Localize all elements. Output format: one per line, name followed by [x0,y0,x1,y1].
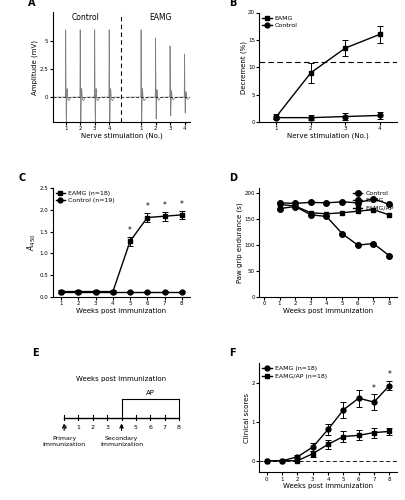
X-axis label: Weeks post immunization: Weeks post immunization [283,483,373,489]
Y-axis label: Amplitude (mV): Amplitude (mV) [32,40,38,95]
Text: F: F [229,348,236,358]
Text: 3: 3 [105,424,109,430]
Text: A: A [28,0,35,8]
Text: *: * [180,200,184,209]
Legend: EAMG, Control: EAMG, Control [262,16,298,28]
Text: *: * [162,201,166,210]
X-axis label: Weeks post immunization: Weeks post immunization [77,308,166,314]
Text: 0: 0 [62,424,66,430]
Y-axis label: $A_{450}$: $A_{450}$ [26,234,38,252]
Text: Weeks post immunization: Weeks post immunization [77,376,166,382]
Text: 5: 5 [134,424,138,430]
Text: Primary
Immunization: Primary Immunization [43,436,86,447]
Text: Secondary
Immunization: Secondary Immunization [100,436,143,447]
Text: C: C [18,173,26,183]
Text: AP: AP [146,390,155,396]
Text: B: B [229,0,236,8]
Text: EAMG: EAMG [149,14,172,22]
Text: 7: 7 [162,424,166,430]
Text: *: * [128,226,132,235]
Text: *: * [372,384,376,392]
Y-axis label: Paw grip endurance (s): Paw grip endurance (s) [237,202,243,283]
X-axis label: Weeks post immunization: Weeks post immunization [283,308,373,314]
Text: 4: 4 [119,424,124,430]
Text: *: * [145,202,149,211]
Text: *: * [387,370,391,380]
Text: 8: 8 [177,424,181,430]
Text: Control: Control [71,14,99,22]
Legend: Control, EAMG, EAMG/AP: Control, EAMG, EAMG/AP [353,191,394,210]
Y-axis label: Decrement (%): Decrement (%) [240,41,247,94]
X-axis label: Nerve stimulation (No.): Nerve stimulation (No.) [81,132,162,139]
Legend: EAMG (n=18), Control (n=19): EAMG (n=18), Control (n=19) [56,191,115,203]
Y-axis label: Clinical scores: Clinical scores [244,392,250,442]
Text: E: E [32,348,38,358]
Text: 2: 2 [91,424,95,430]
X-axis label: Nerve stimulation (No.): Nerve stimulation (No.) [287,132,369,139]
Legend: EAMG (n=18), EAMG/AP (n=18): EAMG (n=18), EAMG/AP (n=18) [262,366,327,378]
Text: 6: 6 [148,424,152,430]
Text: D: D [229,173,237,183]
Text: 1: 1 [77,424,81,430]
